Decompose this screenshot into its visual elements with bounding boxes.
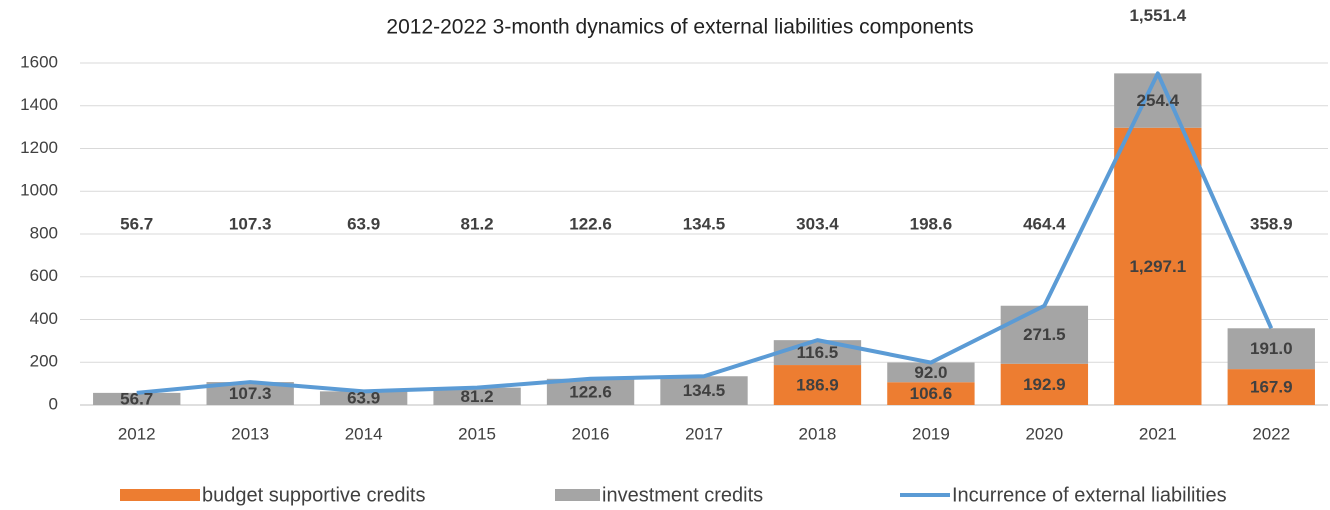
x-tick-label: 2015 xyxy=(458,424,496,443)
x-tick-label: 2019 xyxy=(912,424,950,443)
data-label: 1,297.1 xyxy=(1129,257,1186,276)
bar-segment xyxy=(546,378,635,405)
data-label: 56.7 xyxy=(120,214,153,233)
data-label: 464.4 xyxy=(1023,214,1066,233)
x-tick-label: 2013 xyxy=(231,424,269,443)
bar-segment xyxy=(1227,328,1315,370)
data-label: 92.0 xyxy=(914,363,947,382)
data-label: 134.5 xyxy=(683,381,726,400)
bar-segment xyxy=(773,365,862,405)
x-tick-label: 2022 xyxy=(1252,424,1290,443)
x-tick-label: 2014 xyxy=(345,424,383,443)
data-label: 303.4 xyxy=(796,214,839,233)
data-label: 81.2 xyxy=(461,387,494,406)
legend-swatch xyxy=(120,489,200,501)
data-label: 198.6 xyxy=(910,214,953,233)
y-tick-label: 1200 xyxy=(20,138,58,157)
y-tick-label: 1600 xyxy=(20,52,58,71)
line-series xyxy=(136,71,1274,395)
x-tick-label: 2020 xyxy=(1025,424,1063,443)
bar-segment xyxy=(1114,127,1202,405)
data-label: 63.9 xyxy=(347,214,380,233)
legend-label: budget supportive credits xyxy=(202,484,425,506)
x-tick-label: 2018 xyxy=(799,424,837,443)
bar-segment xyxy=(319,391,408,405)
legend-label: investment credits xyxy=(602,484,763,506)
data-label: 254.4 xyxy=(1137,91,1180,110)
data-label: 192.9 xyxy=(1023,375,1066,394)
y-tick-label: 200 xyxy=(30,352,58,371)
data-label: 63.9 xyxy=(347,389,380,408)
bar-segment xyxy=(433,387,521,405)
x-tick-label: 2016 xyxy=(572,424,610,443)
data-label: 116.5 xyxy=(797,343,839,362)
bar-segment xyxy=(887,362,975,383)
x-tick-label: 2012 xyxy=(118,424,156,443)
y-tick-label: 400 xyxy=(30,309,58,328)
data-label: 186.9 xyxy=(796,376,839,395)
y-tick-label: 600 xyxy=(30,266,58,285)
x-tick-label: 2021 xyxy=(1139,424,1177,443)
data-label: 191.0 xyxy=(1250,339,1293,358)
data-label: 56.7 xyxy=(120,389,153,408)
data-label: 358.9 xyxy=(1250,214,1293,233)
bar-segment xyxy=(1227,369,1315,405)
data-label: 122.6 xyxy=(569,382,612,401)
data-label: 134.5 xyxy=(683,214,726,233)
data-label: 1,551.4 xyxy=(1129,6,1186,25)
x-tick-label: 2017 xyxy=(685,424,723,443)
bar-segment xyxy=(887,382,975,405)
legend-swatch xyxy=(555,489,600,501)
data-label: 271.5 xyxy=(1023,325,1066,344)
bar-segment xyxy=(206,382,294,405)
bar-segment xyxy=(660,376,748,405)
bar-segment xyxy=(1000,363,1089,405)
data-label: 107.3 xyxy=(229,214,272,233)
data-label: 106.6 xyxy=(910,384,953,403)
y-tick-label: 1400 xyxy=(20,95,58,114)
y-tick-label: 1000 xyxy=(20,181,58,200)
bar-segment xyxy=(1114,73,1202,128)
data-label: 81.2 xyxy=(461,214,494,233)
y-tick-label: 800 xyxy=(30,223,58,242)
chart-title: 2012-2022 3-month dynamics of external l… xyxy=(386,16,973,39)
data-label: 122.6 xyxy=(569,214,612,233)
bar-segment xyxy=(1000,305,1089,364)
bar-segment xyxy=(93,392,181,405)
data-label: 107.3 xyxy=(229,384,272,403)
legend-label: Incurrence of external liabilities xyxy=(952,484,1227,506)
data-label: 167.9 xyxy=(1250,378,1293,397)
y-tick-label: 0 xyxy=(49,394,58,413)
